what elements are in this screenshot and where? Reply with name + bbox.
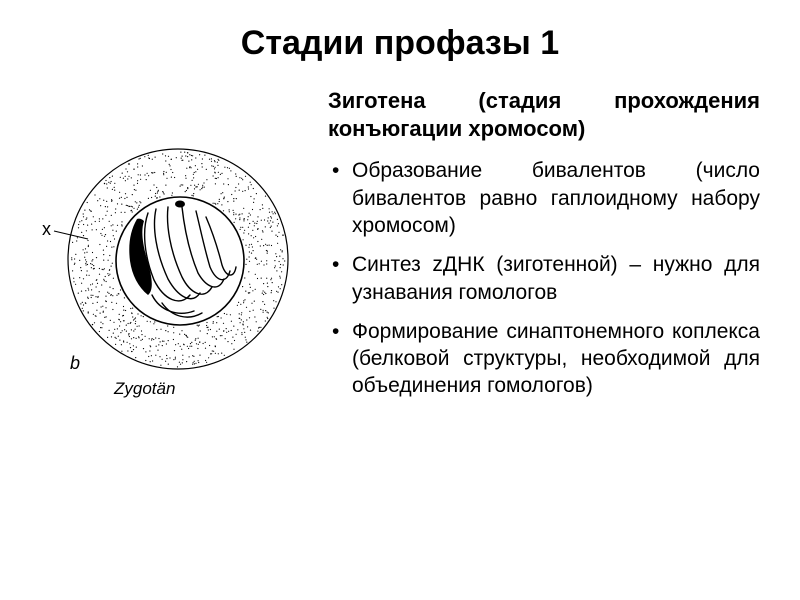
list-item: Формирование синаптонемного коплекса (бе… bbox=[328, 318, 760, 400]
diagram-caption: Zygotän bbox=[114, 379, 175, 399]
left-column: x b Zygotän bbox=[40, 87, 320, 415]
list-item: Образование бивалентов (число бивалентов… bbox=[328, 157, 760, 239]
list-item: Синтез zДНК (зиготенной) – нужно для узн… bbox=[328, 251, 760, 306]
diagram-x-label: x bbox=[42, 219, 51, 240]
zygotene-diagram: x b Zygotän bbox=[40, 135, 300, 415]
content-row: x b Zygotän Зиготена (стадия прохождения… bbox=[40, 87, 760, 415]
subtitle: Зиготена (стадия прохождения конъюгации … bbox=[328, 87, 760, 143]
right-column: Зиготена (стадия прохождения конъюгации … bbox=[320, 87, 760, 412]
diagram-b-label: b bbox=[70, 353, 80, 374]
bullet-list: Образование бивалентов (число бивалентов… bbox=[328, 157, 760, 399]
slide-title: Стадии профазы 1 bbox=[40, 24, 760, 63]
